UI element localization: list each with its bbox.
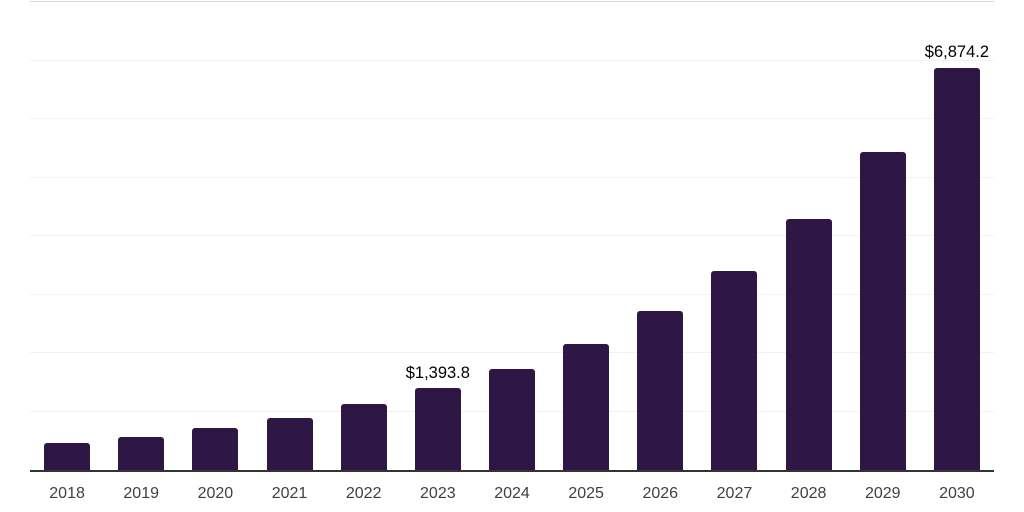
- bar-group-2027: [697, 2, 771, 470]
- x-tick-label-2023: 2023: [420, 485, 456, 502]
- x-tick-label-2024: 2024: [494, 485, 530, 502]
- gridline: [30, 352, 994, 353]
- gridline: [30, 118, 994, 119]
- bar-group-2020: [178, 2, 252, 470]
- bar-2022: [340, 403, 387, 470]
- x-tick-label-2019: 2019: [123, 485, 159, 502]
- x-tick-label-2018: 2018: [49, 485, 85, 502]
- gridline: [30, 235, 994, 236]
- bar-2023: [414, 388, 461, 470]
- x-axis-labels: 2018 2019 2020 2021 2022 2023 2024 2025 2026 2027…: [30, 484, 994, 506]
- gridline: [30, 293, 994, 295]
- bar-group-2025: [549, 2, 623, 470]
- bar-group-2018: [30, 2, 104, 470]
- bar-group-2030: $6,874.2: [920, 2, 994, 470]
- x-tick-label-2029: 2029: [864, 485, 901, 502]
- x-tick-label-2028: 2028: [790, 485, 827, 502]
- gridline: [30, 59, 994, 61]
- bar-2028: [785, 219, 832, 470]
- bar-group-2019: [104, 2, 178, 470]
- plot-area: $1,393.8 $6,874.2: [30, 1, 994, 472]
- x-tick-label-2026: 2026: [642, 485, 679, 502]
- x-tick-label-2027: 2027: [716, 485, 753, 502]
- bar-group-2022: [327, 2, 401, 470]
- bar-group-2028: [772, 2, 846, 470]
- bar-2019: [118, 437, 165, 470]
- bar-group-2021: [252, 2, 326, 470]
- x-tick-label-2022: 2022: [345, 485, 382, 502]
- bar-group-2029: [846, 2, 920, 470]
- bar-2025: [563, 343, 610, 470]
- bar-2026: [637, 311, 684, 470]
- bar-value-label-2030: $6,874.2: [924, 43, 990, 62]
- x-tick-label-2025: 2025: [568, 485, 604, 502]
- bar-2018: [44, 443, 91, 470]
- gridline: [30, 1, 994, 2]
- bar-group-2026: [623, 2, 697, 470]
- x-tick-label-2030: 2030: [939, 485, 975, 502]
- bar-group-2023: $1,393.8: [401, 2, 475, 470]
- x-tick-label-2020: 2020: [197, 485, 234, 502]
- bar-2027: [711, 271, 758, 470]
- x-tick-label-2021: 2021: [271, 485, 308, 502]
- bar-2030: [933, 67, 980, 470]
- bar-2024: [488, 368, 535, 470]
- bar-value-label-2023: $1,393.8: [405, 363, 470, 382]
- bar-2021: [266, 418, 313, 470]
- gridline: [30, 176, 994, 178]
- bar-2029: [859, 152, 906, 470]
- bar-2020: [192, 428, 239, 470]
- bar-group-2024: [475, 2, 549, 470]
